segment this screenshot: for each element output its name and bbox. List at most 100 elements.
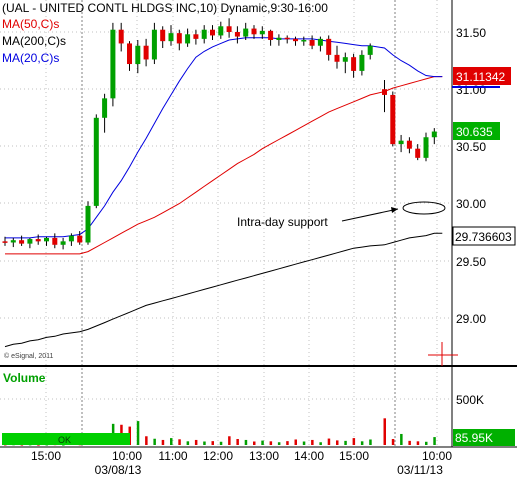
candle [52, 233, 58, 249]
candle [10, 237, 16, 248]
date-label: 03/11/13 [397, 463, 443, 477]
candle [382, 80, 387, 113]
time-tick: 13:00 [249, 449, 279, 463]
crosshair-marker [428, 342, 458, 366]
candle [334, 45, 340, 69]
badge-last-price-text: 30.635 [456, 125, 493, 139]
volume-bar [369, 439, 372, 445]
candle-body [309, 40, 315, 46]
candle [160, 26, 166, 49]
candle [317, 36, 323, 52]
candle-body [218, 26, 224, 36]
candle [359, 50, 365, 76]
candle [151, 22, 157, 65]
candle [342, 52, 348, 74]
volume-bar [311, 439, 314, 445]
time-tick: 15:00 [339, 449, 369, 463]
time-tick: 10:00 [422, 449, 452, 463]
annotation-arrowhead [391, 207, 398, 213]
price-axis: 31.50 31.00 30.50 30.00 29.50 29.00 [456, 26, 486, 326]
candle [35, 234, 41, 245]
candle [415, 144, 421, 161]
candle [118, 22, 124, 52]
legend-ma20: MA(20,C)s [2, 51, 59, 65]
candle [251, 25, 257, 39]
volume-bar [145, 436, 148, 445]
candle-body [85, 205, 91, 243]
volume-bar [302, 441, 306, 445]
volume-bar [20, 444, 24, 446]
volume-bar [391, 439, 395, 445]
candle [259, 26, 265, 39]
candle [243, 22, 249, 41]
volume-bar [294, 439, 297, 445]
candle [27, 237, 33, 249]
volume-bar [277, 442, 281, 445]
candle [102, 93, 108, 133]
volume-bar [211, 441, 214, 445]
candle-body [127, 43, 132, 65]
price-tick: 30.00 [456, 197, 486, 211]
volume-bar [228, 436, 231, 445]
volume-bar [269, 441, 273, 445]
candle [193, 29, 199, 45]
candle-body [77, 235, 83, 243]
volume-bar [383, 418, 386, 445]
candles [2, 18, 437, 250]
candle-body [151, 29, 157, 60]
candle-body [176, 33, 182, 44]
volume-bar [161, 439, 165, 445]
volume-tick: 500K [456, 393, 484, 407]
legend-ma50: MA(50,C)s [2, 17, 59, 31]
candle-body [19, 240, 25, 244]
candle [326, 35, 332, 61]
candle-body [110, 29, 116, 99]
volume-bar [194, 439, 198, 445]
time-tick: 12:00 [203, 449, 233, 463]
annotation-arrow [341, 208, 399, 222]
badge-last-price: 30.635 [453, 122, 500, 140]
candle-body [27, 239, 33, 244]
candle-body [276, 37, 282, 41]
candle-body [415, 148, 421, 158]
candle [423, 132, 429, 162]
candle [68, 233, 74, 246]
candle [110, 22, 116, 107]
candle-body [160, 29, 166, 42]
candle-body [390, 94, 396, 145]
date-label: 03/08/13 [95, 463, 142, 477]
candle [19, 235, 25, 246]
candle-body [293, 38, 298, 42]
candle-body [193, 34, 199, 39]
candle [234, 26, 240, 44]
candle-body [35, 239, 41, 242]
volume-bar [203, 441, 206, 445]
volume-bar [433, 437, 436, 445]
time-tick: 10:00 [112, 449, 142, 463]
candle-body [334, 54, 340, 62]
ma20-line [5, 37, 443, 239]
candle-body [234, 32, 240, 37]
candle-body [431, 131, 437, 138]
candle [2, 236, 8, 246]
candle-body [226, 26, 232, 32]
volume-bar [186, 441, 190, 445]
candle-body [284, 37, 290, 40]
candle-body [367, 45, 373, 55]
candle-body [2, 241, 8, 243]
candle [431, 128, 437, 145]
candle-body [301, 40, 307, 42]
volume-bar [319, 442, 322, 445]
volume-bar [336, 440, 339, 445]
ma200-line [4, 232, 443, 348]
candle [398, 134, 404, 153]
candle [367, 43, 373, 60]
badge-ma50: 31.11342 [453, 67, 511, 85]
volume-bar [170, 438, 173, 445]
candle-body [326, 38, 332, 55]
candle-body [351, 57, 357, 71]
volume-bar [286, 441, 289, 445]
volume-bar [344, 440, 347, 445]
candle-body [44, 237, 49, 242]
candle-body [342, 57, 348, 62]
